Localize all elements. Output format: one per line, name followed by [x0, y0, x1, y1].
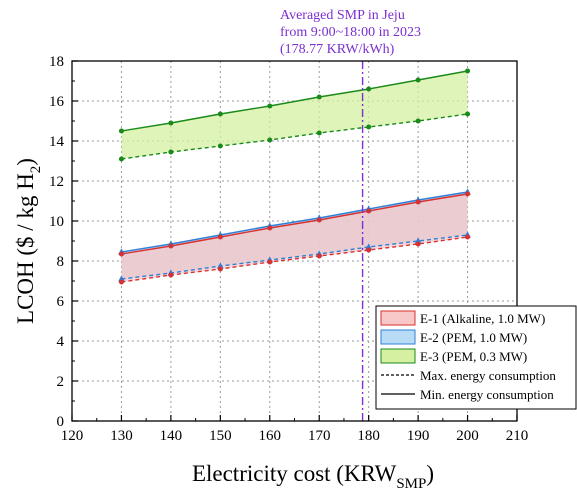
marker-E-1-min-160 [267, 259, 273, 265]
series-line-E-3-min [121, 113, 468, 160]
marker-E-1-max-170 [316, 217, 322, 223]
x-tick-label-160: 160 [259, 428, 282, 444]
marker-E-1-max-130 [118, 251, 124, 257]
legend-label-4: Min. energy consumption [420, 387, 554, 402]
marker-E-1-max-200 [465, 191, 471, 197]
x-tick-label-210: 210 [506, 428, 529, 444]
marker-E-1-min-180 [366, 247, 372, 253]
band-E-1 [121, 194, 468, 282]
y-tick-label-18: 18 [49, 54, 64, 70]
y-tick-label-16: 16 [49, 94, 65, 110]
marker-E-3-min-140 [168, 149, 174, 155]
x-axis-label: Electricity cost (KRWSMP) [192, 461, 434, 490]
legend-swatch-2 [380, 348, 416, 364]
y-tick-label-2: 2 [57, 374, 65, 390]
y-tick-label-4: 4 [57, 334, 65, 350]
marker-E-2-min-150 [216, 262, 224, 269]
marker-E-3-max-140 [168, 120, 174, 126]
marker-E-2-min-190 [414, 237, 422, 244]
marker-E-3-min-180 [366, 124, 372, 130]
x-tick-label-170: 170 [308, 428, 331, 444]
tick-labels: 120 130 140 150 160 170 180 190 200 210 0 2 4 6 8 10 12 1… [49, 54, 528, 444]
marker-E-3-max-150 [217, 111, 223, 117]
y-tick-label-6: 6 [57, 294, 65, 310]
y-tick-label-0: 0 [57, 414, 65, 430]
marker-E-1-max-140 [168, 243, 174, 249]
marker-E-1-max-190 [415, 199, 421, 205]
marker-E-3-min-190 [415, 118, 421, 124]
smp-annotation-line-1: from 9:00~18:00 in 2023 [280, 25, 421, 40]
legend-label-0: E-1 (Alkaline, 1.0 MW) [420, 311, 545, 326]
marker-E-1-min-150 [217, 266, 223, 272]
series-line-E-1-min [121, 236, 468, 283]
series-markers [118, 68, 471, 285]
y-tick-label-12: 12 [49, 174, 64, 190]
y-tick-label-8: 8 [57, 254, 65, 270]
marker-E-3-min-200 [465, 111, 471, 117]
x-tick-label-150: 150 [209, 428, 232, 444]
marker-E-3-max-160 [267, 103, 273, 109]
y-tick-label-10: 10 [49, 214, 64, 230]
marker-E-3-max-170 [316, 94, 322, 100]
y-tick-label-14: 14 [49, 134, 65, 150]
marker-E-3-max-200 [465, 68, 471, 74]
x-tick-label-180: 180 [357, 428, 380, 444]
legend-swatch-1 [380, 329, 416, 345]
smp-annotation-line-0: Averaged SMP in Jeju [280, 8, 405, 23]
x-tick-label-200: 200 [456, 428, 479, 444]
smp-annotation-line-2: (178.77 KRW/kWh) [280, 42, 395, 57]
marker-E-3-max-180 [366, 86, 372, 92]
marker-E-1-max-160 [267, 225, 273, 231]
marker-E-1-min-190 [415, 241, 421, 247]
y-axis-label: LCOH ($ / kg H2) [13, 158, 44, 324]
band-E-3 [121, 71, 468, 159]
marker-E-3-min-150 [217, 143, 223, 149]
marker-E-3-min-130 [118, 156, 124, 162]
series-line-E-3-max [121, 70, 468, 132]
axis-ticks [71, 60, 518, 422]
marker-E-1-max-150 [217, 234, 223, 240]
legend-label-2: E-3 (PEM, 0.3 MW) [420, 349, 527, 364]
legend: E-1 (Alkaline, 1.0 MW) E-2 (PEM, 1.0 MW) E… [375, 305, 577, 410]
series-line-E-2-max [121, 191, 468, 253]
marker-E-2-min-130 [118, 275, 125, 282]
marker-E-1-min-130 [118, 279, 124, 285]
marker-E-1-min-170 [316, 253, 322, 259]
marker-E-3-min-170 [316, 130, 322, 136]
series-lines [121, 70, 468, 283]
x-tick-label-140: 140 [160, 428, 183, 444]
marker-E-2-min-180 [365, 243, 373, 250]
marker-E-3-max-190 [415, 77, 421, 83]
marker-E-1-min-200 [465, 234, 471, 240]
marker-E-3-max-130 [118, 128, 124, 134]
x-tick-label-120: 120 [61, 428, 84, 444]
legend-label-3: Max. energy consumption [420, 368, 556, 383]
x-tick-label-130: 130 [110, 428, 133, 444]
marker-E-3-min-160 [267, 137, 273, 143]
x-tick-label-190: 190 [407, 428, 430, 444]
marker-E-1-min-140 [168, 272, 174, 278]
legend-swatch-0 [380, 310, 416, 326]
smp-annotation: Averaged SMP in Jeju from 9:00~18:00 in 2… [280, 8, 421, 57]
series-line-E-2-min [121, 234, 468, 280]
area-bands [121, 71, 468, 282]
series-line-E-1-max [121, 193, 468, 255]
legend-label-1: E-2 (PEM, 1.0 MW) [420, 330, 527, 345]
marker-E-1-max-180 [366, 208, 372, 214]
